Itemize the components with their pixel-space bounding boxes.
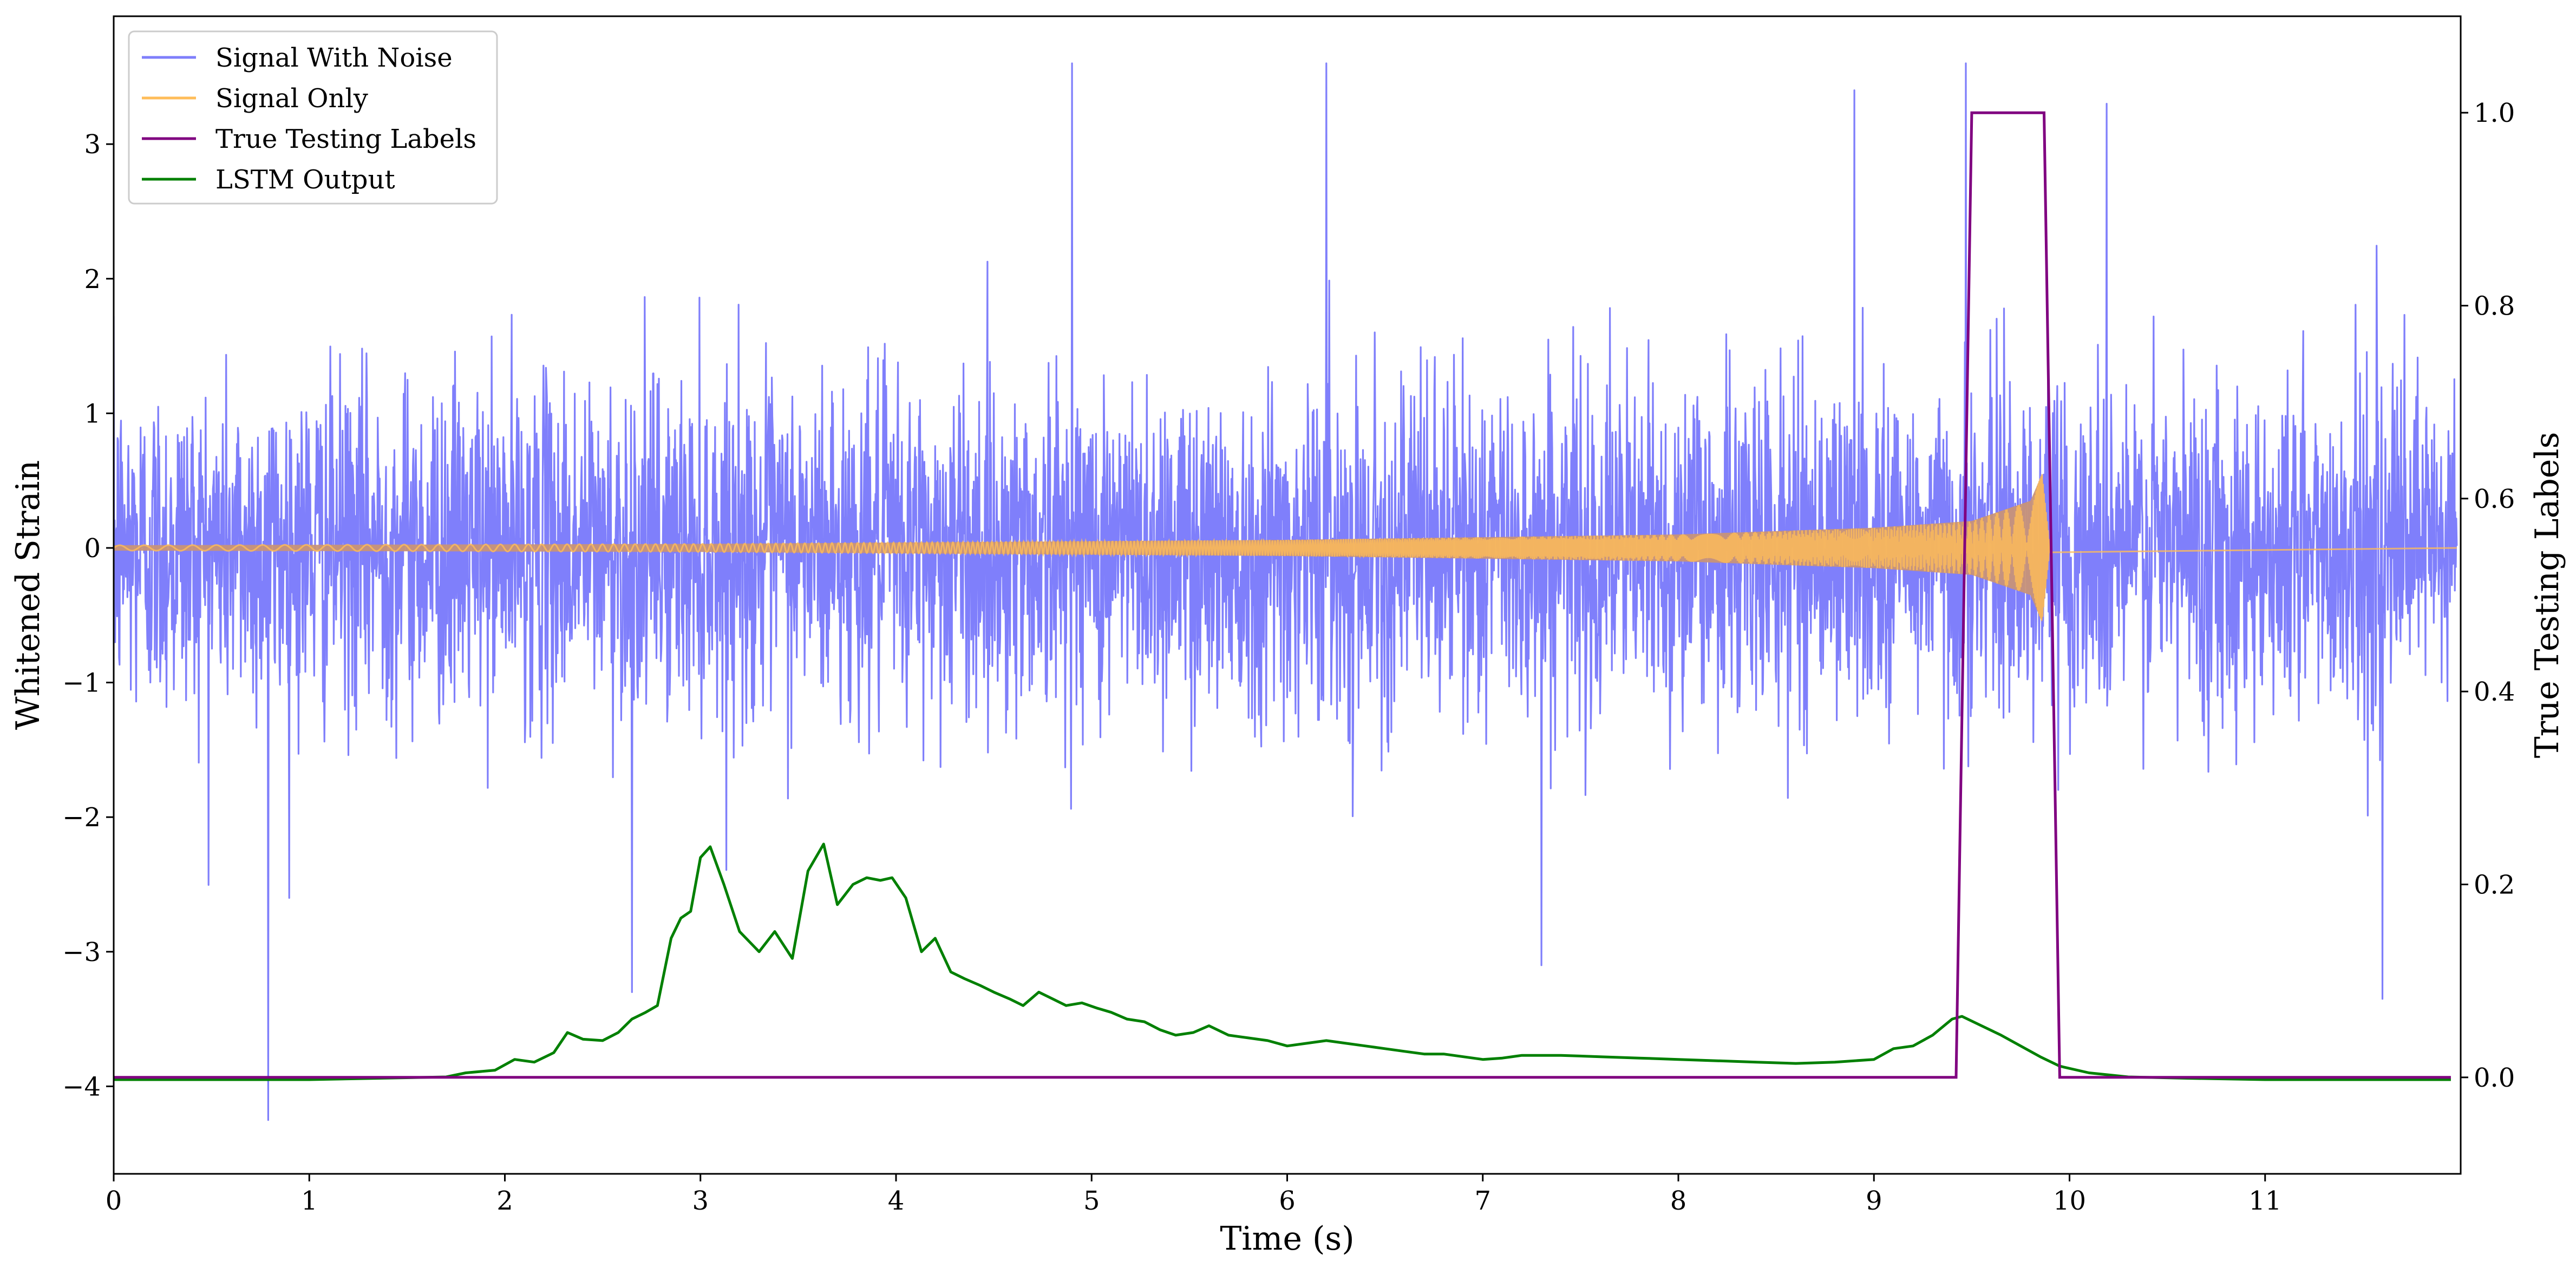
- legend-signal-with-noise-label: Signal With Noise: [215, 43, 453, 73]
- legend-box: [128, 30, 498, 205]
- signal-only-envelope: [114, 474, 2050, 622]
- legend-true-testing-labels-label: True Testing Labels: [215, 124, 476, 154]
- y2-axis-label: True Testing Labels: [2528, 432, 2566, 759]
- x-tick-label: 3: [692, 1186, 709, 1216]
- x-tick-label: 8: [1670, 1186, 1687, 1216]
- y-tick-label: −1: [62, 668, 101, 698]
- y-tick-label: −3: [62, 937, 101, 968]
- legend-signal-only-label: Signal Only: [215, 83, 368, 114]
- x-tick-label: 2: [496, 1186, 513, 1216]
- y2-tick-label: 0.2: [2474, 870, 2515, 900]
- plot-area: [114, 62, 2458, 1121]
- y2-tick-label: 0.8: [2474, 291, 2515, 322]
- x-tick-label: 7: [1474, 1186, 1491, 1216]
- legend: Signal With Noise Signal Only True Testing…: [128, 30, 498, 205]
- y-tick-label: 2: [84, 264, 101, 295]
- y-tick-label: −4: [62, 1072, 101, 1102]
- x-tick-label: 11: [2248, 1186, 2281, 1216]
- x-tick-label: 5: [1083, 1186, 1100, 1216]
- y2-tick-label: 0.0: [2474, 1063, 2515, 1093]
- signal-only-line: [114, 474, 2457, 621]
- y2-tick-label: 1.0: [2474, 98, 2515, 128]
- y-tick-label: 0: [84, 533, 101, 564]
- legend-lstm-output-label: LSTM Output: [215, 165, 395, 195]
- lstm-output-line: [114, 842, 2451, 1081]
- y-tick-label: −2: [62, 802, 101, 833]
- x-tick-label: 6: [1279, 1186, 1296, 1216]
- y2-tick-label: 0.4: [2474, 677, 2515, 707]
- true-testing-labels-line: [114, 111, 2451, 1079]
- x-tick-label: 0: [106, 1186, 122, 1216]
- x-tick-label: 4: [888, 1186, 905, 1216]
- x-tick-label: 10: [2053, 1186, 2086, 1216]
- x-axis-label: Time (s): [1220, 1220, 1354, 1258]
- y2-tick-label: 0.6: [2474, 484, 2515, 514]
- x-tick-label: 9: [1866, 1186, 1882, 1216]
- y-tick-label: 1: [84, 398, 101, 429]
- x-tick-label: 1: [301, 1186, 318, 1216]
- axes: 0 1 2 3 4 5 6 7 8 9 10 11 −4 −3 −2 −1 0 1 2 3 0.0 0.2 0.4 0.6 0.…: [62, 15, 2515, 1216]
- y-tick-label: 3: [84, 129, 101, 160]
- y-axis-label: Whitened Strain: [9, 460, 47, 730]
